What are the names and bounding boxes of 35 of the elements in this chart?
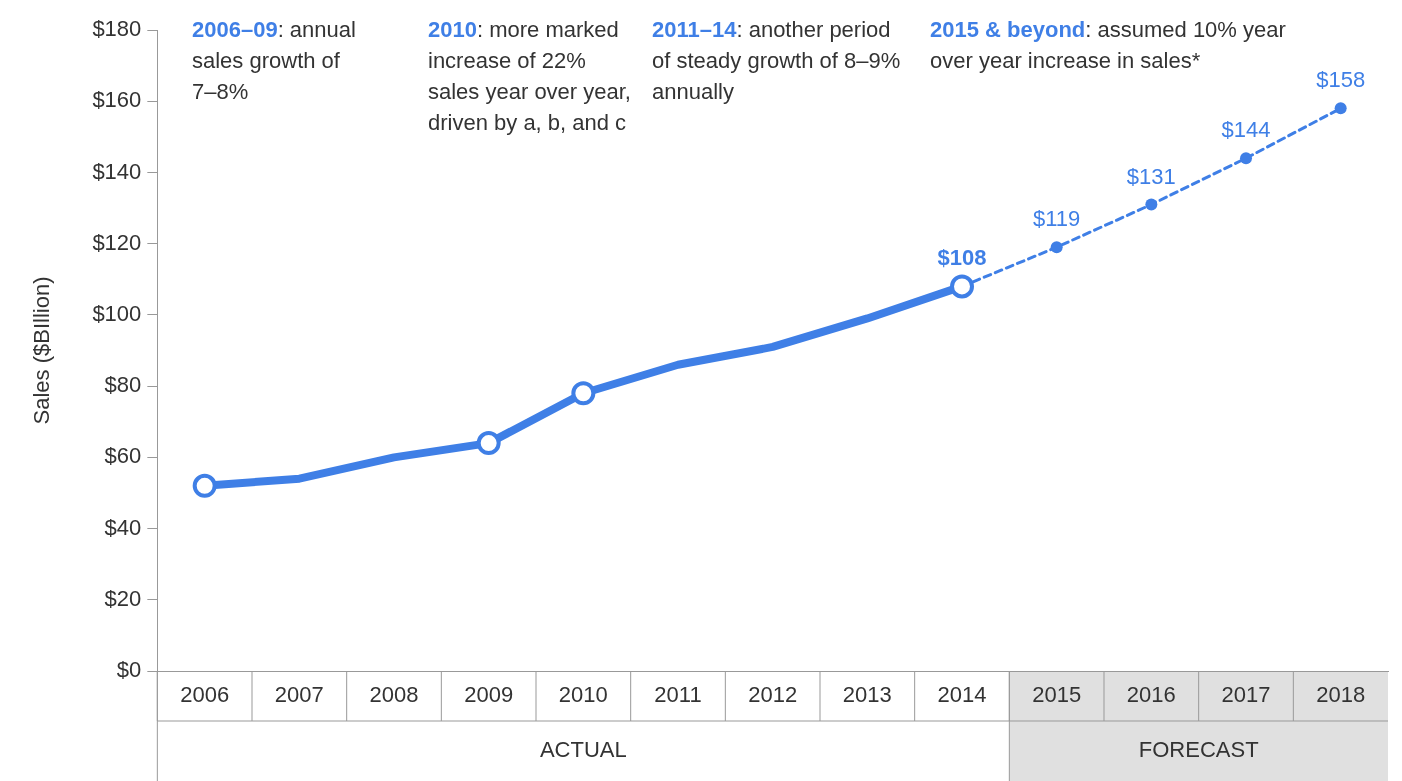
data-label: $144	[1221, 117, 1271, 143]
x-tick-label: 2016	[1126, 682, 1176, 708]
x-tick-label: 2015	[1032, 682, 1082, 708]
x-tick-label: 2008	[369, 682, 419, 708]
text: 2010: more marked increase of 22% sales year over year, driven by a, b, and c	[428, 17, 631, 136]
x-tick-label: 2009	[464, 682, 514, 708]
x-tick-label: 2007	[274, 682, 324, 708]
y-tick-label: $20	[104, 585, 142, 611]
data-label: $131	[1126, 163, 1176, 189]
x-tick-label: 2010	[558, 682, 608, 708]
x-tick-label: 2012	[748, 682, 798, 708]
data-label: $108	[937, 245, 987, 271]
y-tick-label: $60	[104, 443, 142, 469]
text: 2015 & beyond: assumed 10% year over year increase in sales*	[930, 17, 1286, 74]
x-tick-label: 2018	[1316, 682, 1366, 708]
y-tick-label: $140	[92, 158, 142, 184]
x-tick-label: 2013	[842, 682, 892, 708]
x-tick-label: 2017	[1221, 682, 1271, 708]
x-tick-label: 2011	[654, 682, 702, 708]
y-axis-title: Sales ($BIllion)	[29, 276, 55, 425]
text: 2006–09: annual sales growth of 7–8%	[192, 17, 356, 105]
data-label: $119	[1033, 206, 1081, 232]
x-tick-label: 2006	[180, 682, 230, 708]
text: FORECAST	[1138, 737, 1259, 763]
y-tick-label: $180	[92, 16, 142, 42]
x-tick-label: 2014	[937, 682, 987, 708]
y-tick-label: $160	[92, 87, 142, 113]
y-tick-label: $100	[92, 300, 142, 326]
y-tick-label: $80	[104, 372, 142, 398]
y-tick-label: $120	[92, 229, 142, 255]
data-label: $158	[1316, 67, 1366, 93]
y-tick-label: $40	[104, 514, 142, 540]
y-tick-label: $0	[116, 657, 142, 683]
text: 2011–14: another period of steady growth of 8–9% annually	[652, 17, 901, 105]
text: ACTUAL	[539, 737, 627, 763]
